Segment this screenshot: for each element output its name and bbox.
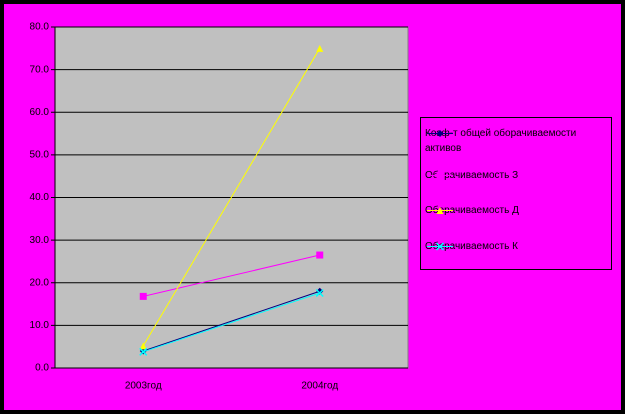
legend-item: Оборачиваемость Д: [425, 203, 609, 218]
legend-symbol: [427, 242, 453, 251]
y-tick-label: 60.0: [30, 107, 50, 118]
marker: [139, 342, 147, 350]
legend-label: Коэф-т общей оборачиваемости активов: [425, 128, 577, 154]
legend-symbol: [427, 130, 453, 137]
marker: [436, 172, 444, 179]
series-line: [143, 292, 320, 353]
y-tick-label: 70.0: [30, 64, 50, 75]
legend-item: Оборачиваемость К: [425, 239, 609, 254]
series-line: [142, 48, 321, 347]
x-tick-label: 2004год: [301, 381, 338, 392]
y-tick-label: 0.0: [35, 363, 49, 374]
legend-item: Оборачиваемость З: [425, 168, 609, 183]
y-tick-label: 80.0: [30, 22, 50, 33]
y-tick-label: 30.0: [30, 235, 50, 246]
marker: [436, 130, 444, 137]
series-line: [143, 254, 320, 297]
y-tick-label: 40.0: [30, 192, 50, 203]
legend-symbol: [427, 172, 453, 179]
marker: [436, 207, 444, 214]
marker: [315, 288, 324, 298]
y-tick-label: 20.0: [30, 277, 50, 288]
marker: [139, 347, 148, 356]
marker: [316, 287, 324, 295]
legend-symbol: [427, 207, 453, 214]
x-tick-label: 2003год: [125, 381, 162, 392]
marker: [316, 44, 324, 52]
y-tick-label: 50.0: [30, 150, 50, 161]
legend: Коэф-т общей оборачиваемости активов Обор…: [420, 117, 612, 270]
marker: [435, 242, 445, 251]
legend-label: Оборачиваемость Д: [425, 205, 519, 216]
legend-label: Оборачиваемость К: [425, 241, 518, 252]
marker: [316, 251, 324, 259]
series-line: [143, 290, 320, 352]
legend-item: Коэф-т общей оборачиваемости активов: [425, 126, 609, 156]
legend-label: Оборачиваемость З: [425, 170, 519, 181]
marker: [139, 292, 147, 300]
y-tick-label: 10.0: [30, 320, 50, 331]
